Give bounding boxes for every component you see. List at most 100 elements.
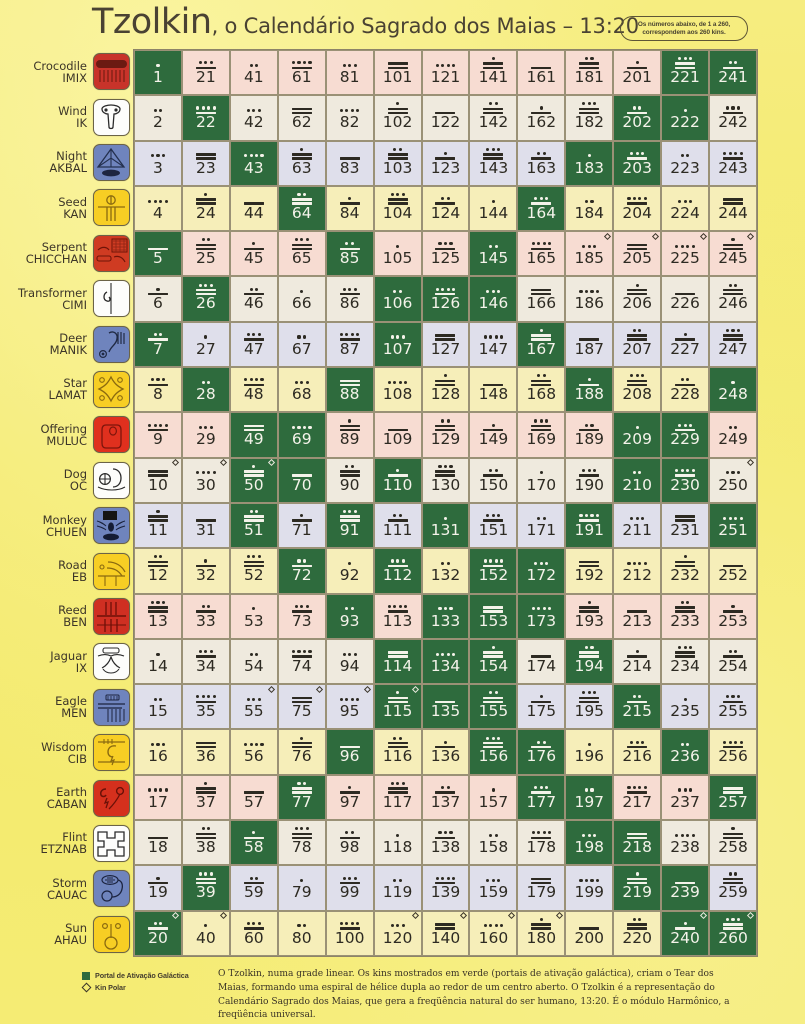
kin-cell[interactable]: 61 bbox=[277, 50, 326, 96]
kin-cell[interactable]: 38 bbox=[181, 820, 230, 866]
kin-cell[interactable]: 95 bbox=[325, 684, 374, 730]
kin-cell[interactable]: 82 bbox=[325, 95, 374, 141]
kin-cell[interactable]: 240 bbox=[661, 910, 710, 956]
kin-cell[interactable]: 70 bbox=[277, 457, 326, 503]
kin-cell[interactable]: 78 bbox=[277, 820, 326, 866]
kin-cell[interactable]: 223 bbox=[661, 140, 710, 186]
kin-cell[interactable]: 177 bbox=[517, 774, 566, 821]
kin-cell[interactable]: 93 bbox=[325, 593, 374, 639]
kin-cell[interactable]: 228 bbox=[661, 367, 710, 413]
kin-cell[interactable]: 98 bbox=[325, 820, 374, 866]
kin-cell[interactable]: 71 bbox=[277, 502, 326, 549]
kin-cell[interactable]: 258 bbox=[709, 820, 757, 866]
kin-cell[interactable]: 57 bbox=[229, 774, 278, 821]
kin-cell[interactable]: 259 bbox=[709, 865, 757, 911]
kin-cell[interactable]: 122 bbox=[421, 95, 470, 141]
kin-cell[interactable]: 59 bbox=[229, 865, 278, 911]
kin-cell[interactable]: 13 bbox=[134, 593, 182, 639]
kin-cell[interactable]: 161 bbox=[517, 50, 566, 96]
kin-cell[interactable]: 171 bbox=[517, 502, 566, 549]
kin-cell[interactable]: 110 bbox=[373, 457, 422, 503]
kin-cell[interactable]: 202 bbox=[613, 95, 662, 141]
kin-cell[interactable]: 65 bbox=[277, 231, 326, 277]
kin-cell[interactable]: 164 bbox=[517, 185, 566, 232]
kin-cell[interactable]: 158 bbox=[469, 820, 518, 866]
kin-cell[interactable]: 214 bbox=[613, 638, 662, 685]
kin-cell[interactable]: 136 bbox=[421, 729, 470, 775]
kin-cell[interactable]: 256 bbox=[709, 729, 757, 775]
kin-cell[interactable]: 75 bbox=[277, 684, 326, 730]
kin-cell[interactable]: 23 bbox=[181, 140, 230, 186]
kin-cell[interactable]: 180 bbox=[517, 910, 566, 956]
kin-cell[interactable]: 131 bbox=[421, 502, 470, 549]
kin-cell[interactable]: 132 bbox=[421, 548, 470, 594]
kin-cell[interactable]: 238 bbox=[661, 820, 710, 866]
kin-cell[interactable]: 190 bbox=[565, 457, 614, 503]
kin-cell[interactable]: 22 bbox=[181, 95, 230, 141]
kin-cell[interactable]: 27 bbox=[181, 321, 230, 368]
kin-cell[interactable]: 151 bbox=[469, 502, 518, 549]
kin-cell[interactable]: 221 bbox=[661, 50, 710, 96]
kin-cell[interactable]: 56 bbox=[229, 729, 278, 775]
kin-cell[interactable]: 52 bbox=[229, 548, 278, 594]
kin-cell[interactable]: 222 bbox=[661, 95, 710, 141]
kin-cell[interactable]: 126 bbox=[421, 276, 470, 322]
kin-cell[interactable]: 5 bbox=[134, 231, 182, 277]
kin-cell[interactable]: 87 bbox=[325, 321, 374, 368]
kin-cell[interactable]: 92 bbox=[325, 548, 374, 594]
kin-cell[interactable]: 76 bbox=[277, 729, 326, 775]
kin-cell[interactable]: 109 bbox=[373, 412, 422, 458]
kin-cell[interactable]: 45 bbox=[229, 231, 278, 277]
kin-cell[interactable]: 144 bbox=[469, 185, 518, 232]
kin-cell[interactable]: 139 bbox=[421, 865, 470, 911]
kin-cell[interactable]: 194 bbox=[565, 638, 614, 685]
kin-cell[interactable]: 138 bbox=[421, 820, 470, 866]
kin-cell[interactable]: 169 bbox=[517, 412, 566, 458]
kin-cell[interactable]: 19 bbox=[134, 865, 182, 911]
kin-cell[interactable]: 172 bbox=[517, 548, 566, 594]
kin-cell[interactable]: 74 bbox=[277, 638, 326, 685]
kin-cell[interactable]: 54 bbox=[229, 638, 278, 685]
kin-cell[interactable]: 249 bbox=[709, 412, 757, 458]
kin-cell[interactable]: 154 bbox=[469, 638, 518, 685]
kin-cell[interactable]: 183 bbox=[565, 140, 614, 186]
kin-cell[interactable]: 107 bbox=[373, 321, 422, 368]
kin-cell[interactable]: 167 bbox=[517, 321, 566, 368]
kin-cell[interactable]: 192 bbox=[565, 548, 614, 594]
kin-cell[interactable]: 231 bbox=[661, 502, 710, 549]
kin-cell[interactable]: 237 bbox=[661, 774, 710, 821]
kin-cell[interactable]: 133 bbox=[421, 593, 470, 639]
kin-cell[interactable]: 155 bbox=[469, 684, 518, 730]
kin-cell[interactable]: 242 bbox=[709, 95, 757, 141]
kin-cell[interactable]: 203 bbox=[613, 140, 662, 186]
kin-cell[interactable]: 220 bbox=[613, 910, 662, 956]
kin-cell[interactable]: 175 bbox=[517, 684, 566, 730]
kin-cell[interactable]: 102 bbox=[373, 95, 422, 141]
kin-cell[interactable]: 128 bbox=[421, 367, 470, 413]
kin-cell[interactable]: 208 bbox=[613, 367, 662, 413]
kin-cell[interactable]: 189 bbox=[565, 412, 614, 458]
kin-cell[interactable]: 67 bbox=[277, 321, 326, 368]
kin-cell[interactable]: 174 bbox=[517, 638, 566, 685]
kin-cell[interactable]: 50 bbox=[229, 457, 278, 503]
kin-cell[interactable]: 210 bbox=[613, 457, 662, 503]
kin-cell[interactable]: 40 bbox=[181, 910, 230, 956]
kin-cell[interactable]: 211 bbox=[613, 502, 662, 549]
kin-cell[interactable]: 147 bbox=[469, 321, 518, 368]
kin-cell[interactable]: 233 bbox=[661, 593, 710, 639]
kin-cell[interactable]: 106 bbox=[373, 276, 422, 322]
kin-cell[interactable]: 137 bbox=[421, 774, 470, 821]
kin-cell[interactable]: 35 bbox=[181, 684, 230, 730]
kin-cell[interactable]: 69 bbox=[277, 412, 326, 458]
kin-cell[interactable]: 247 bbox=[709, 321, 757, 368]
kin-cell[interactable]: 198 bbox=[565, 820, 614, 866]
kin-cell[interactable]: 31 bbox=[181, 502, 230, 549]
kin-cell[interactable]: 118 bbox=[373, 820, 422, 866]
kin-cell[interactable]: 77 bbox=[277, 774, 326, 821]
kin-cell[interactable]: 105 bbox=[373, 231, 422, 277]
kin-cell[interactable]: 44 bbox=[229, 185, 278, 232]
kin-cell[interactable]: 163 bbox=[517, 140, 566, 186]
kin-cell[interactable]: 12 bbox=[134, 548, 182, 594]
kin-cell[interactable]: 207 bbox=[613, 321, 662, 368]
kin-cell[interactable]: 15 bbox=[134, 684, 182, 730]
